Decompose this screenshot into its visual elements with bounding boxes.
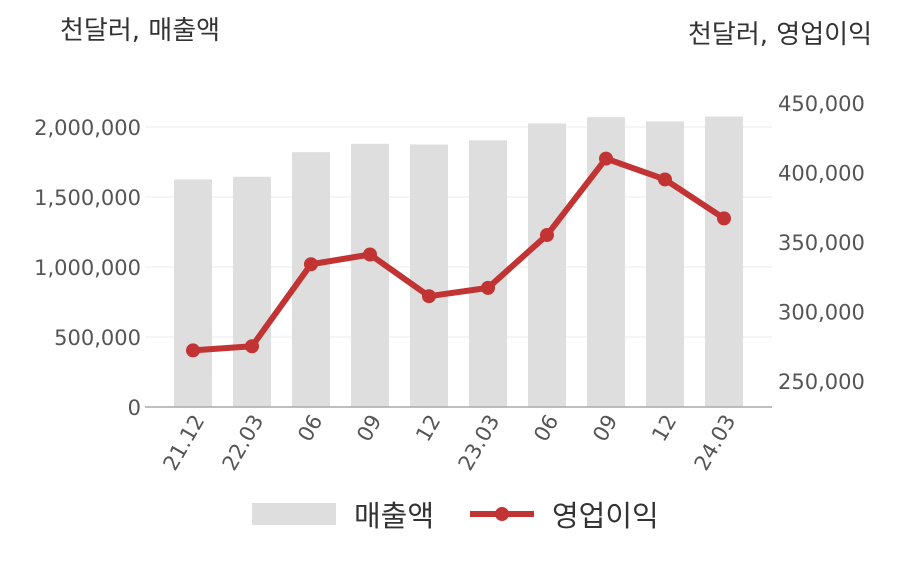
legend-swatch-revenue [252,503,336,525]
bar-revenue [410,144,448,407]
y-right-tick-label: 250,000 [778,370,865,394]
x-tick-label: 06 [293,411,327,446]
y-left-tick-label: 1,000,000 [34,256,141,280]
x-tick-label: 21.12 [158,411,209,475]
y-left-tick-label: 0 [128,396,141,420]
y-left-tick-label: 500,000 [54,326,141,350]
x-tick-label: 09 [588,411,622,446]
bar-revenue [528,123,566,407]
bar-revenue [646,121,684,408]
right-axis-unit: 천달러, 영업이익 [688,20,872,50]
bar-revenue [705,116,743,407]
bar-revenue [351,143,389,408]
x-tick-label: 23.03 [453,411,504,475]
y-right-tick-label: 300,000 [778,301,865,325]
point-operating-profit [186,343,200,358]
point-operating-profit [245,339,259,354]
x-tick-label: 09 [352,411,386,446]
x-tick-label: 12 [647,411,681,446]
point-operating-profit [304,257,318,272]
combo-chart: 0 500,000 1,000,000 1,500,000 2,000,000 250,0… [34,92,865,475]
x-tick-label: 12 [411,411,445,446]
x-tick-label: 06 [529,411,563,446]
x-tick-label: 24.03 [689,411,740,475]
point-operating-profit [717,211,731,226]
left-axis-unit: 천달러, 매출액 [60,16,221,46]
line-operating-profit [190,155,727,354]
legend: 매출액 영업이익 [0,492,908,536]
bar-revenue [233,176,271,407]
x-tick-label: 22.03 [217,411,268,475]
point-operating-profit [422,289,436,304]
point-operating-profit [658,172,672,187]
legend-label-revenue: 매출액 [354,499,435,533]
bar-revenue [174,179,212,407]
point-operating-profit [363,247,377,262]
legend-item-operating-profit: 영업이익 [470,492,659,536]
y-left-tick-label: 1,500,000 [34,186,141,210]
legend-item-revenue: 매출액 [252,492,434,536]
point-operating-profit [540,228,554,243]
legend-swatch-operating-profit [470,503,534,525]
legend-label-operating-profit: 영업이익 [552,499,659,533]
y-right-tick-label: 350,000 [778,231,865,255]
point-operating-profit [481,280,495,295]
y-left-tick-label: 2,000,000 [34,116,141,140]
y-right-tick-label: 400,000 [778,162,865,186]
point-operating-profit [599,151,613,166]
y-right-tick-label: 450,000 [778,92,865,116]
